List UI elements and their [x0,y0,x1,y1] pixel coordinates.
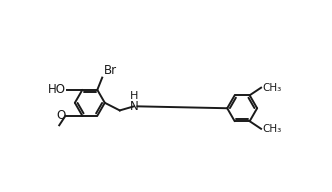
Text: H: H [130,91,138,101]
Text: N: N [129,100,138,113]
Text: HO: HO [47,83,65,96]
Text: Br: Br [104,64,117,77]
Text: CH₃: CH₃ [262,83,282,93]
Text: CH₃: CH₃ [262,124,282,134]
Text: O: O [56,109,65,122]
